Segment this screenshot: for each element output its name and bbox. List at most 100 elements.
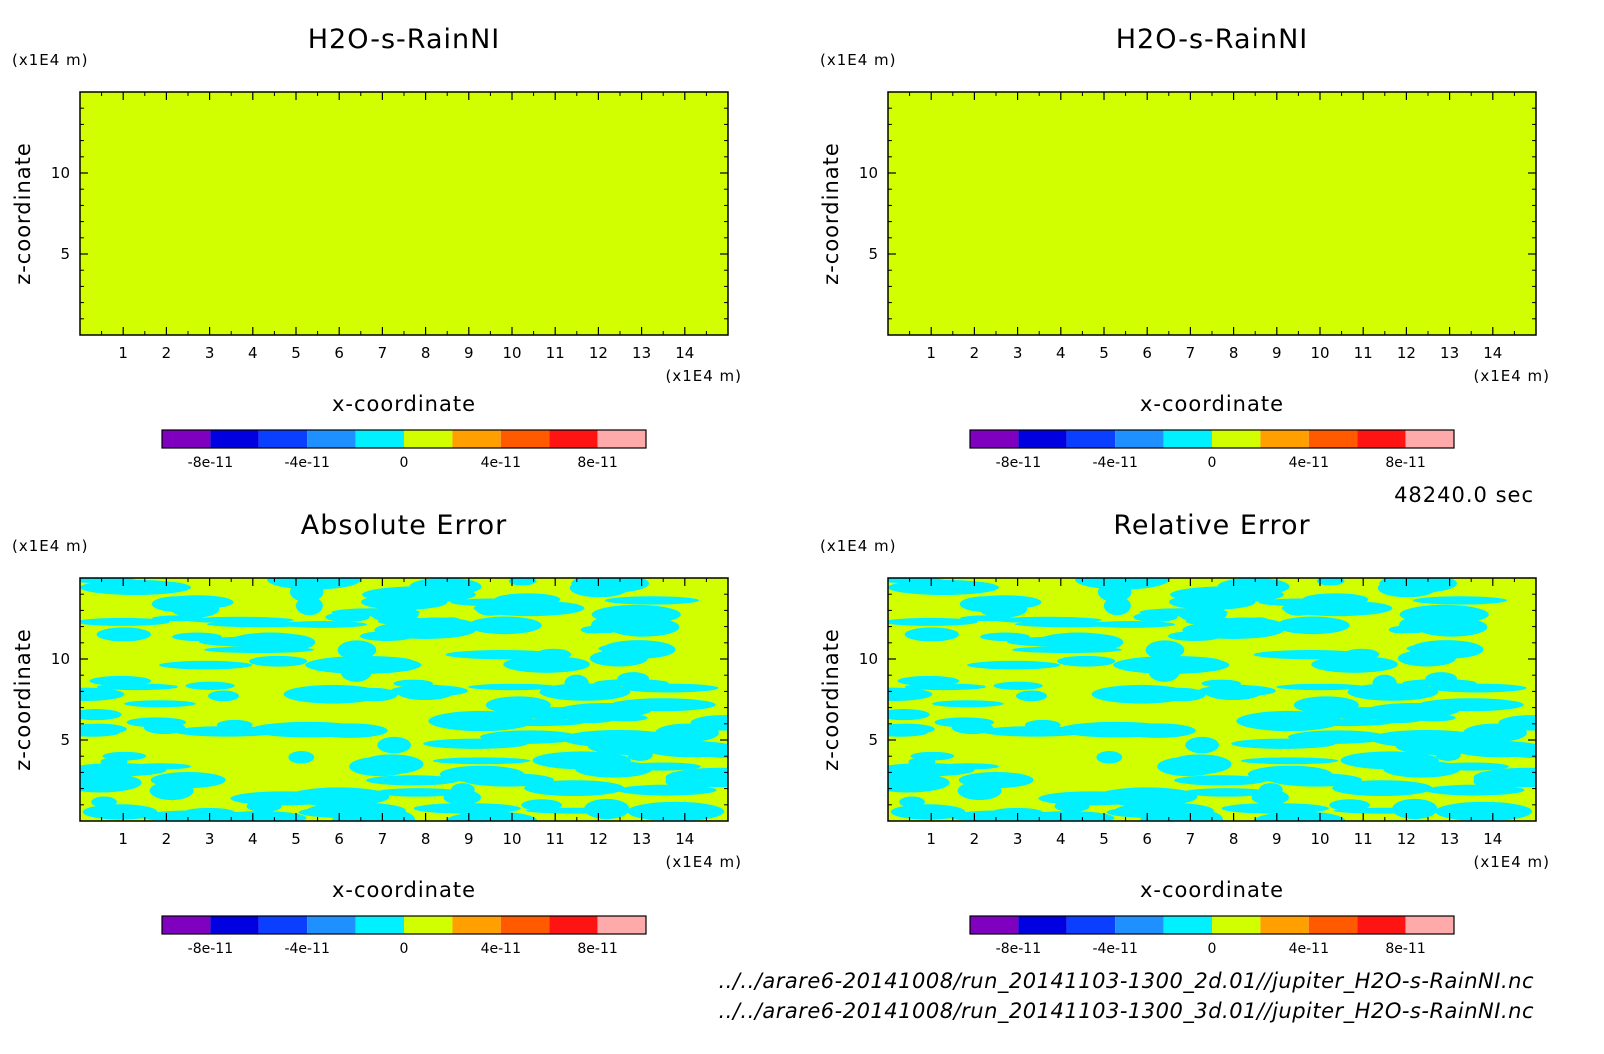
colorbar-swatch <box>1066 916 1116 934</box>
colorbar-swatch <box>597 916 646 934</box>
y-axis-label: z-coordinate <box>819 142 843 285</box>
x-tick-label: 1 <box>926 830 936 848</box>
x-tick-label: 10 <box>1310 830 1329 848</box>
x-tick-label: 7 <box>378 830 388 848</box>
error-blob <box>508 578 537 586</box>
error-blob <box>594 679 669 687</box>
error-blob <box>172 632 222 642</box>
x-tick-label: 14 <box>675 830 694 848</box>
x-tick-label: 13 <box>632 830 651 848</box>
x-unit-label: (x1E4 m) <box>1473 853 1550 871</box>
error-blob <box>604 596 700 605</box>
x-tick-label: 13 <box>1440 830 1459 848</box>
x-tick-label: 12 <box>589 830 608 848</box>
x-unit-label: (x1E4 m) <box>665 853 742 871</box>
colorbar-swatch <box>1163 430 1212 448</box>
y-tick-label: 10 <box>51 164 70 182</box>
error-blob <box>1402 679 1477 687</box>
colorbar-label: 0 <box>400 455 409 471</box>
error-blob <box>1253 650 1369 660</box>
colorbar-swatch <box>1163 916 1212 934</box>
x-tick-label: 13 <box>1440 344 1459 362</box>
colorbar-frame <box>969 915 1455 935</box>
error-blob <box>1416 617 1488 637</box>
x-tick-label: 7 <box>1186 344 1196 362</box>
error-blob <box>1140 814 1180 821</box>
x-tick-label: 11 <box>1354 830 1373 848</box>
colorbar: -8e-11 -4e-11 0 4e-11 8e-11 <box>969 915 1455 957</box>
error-blob <box>80 578 136 584</box>
x-tick-label: 12 <box>1397 344 1416 362</box>
colorbar-label: -4e-11 <box>1092 941 1137 957</box>
x-tick-label: 2 <box>970 830 980 848</box>
error-blob <box>340 662 372 682</box>
error-blob <box>1022 811 1115 821</box>
error-blob <box>888 578 944 584</box>
error-blob <box>589 650 648 667</box>
error-blob <box>1174 807 1205 816</box>
error-blob <box>1283 601 1314 616</box>
error-blob <box>80 709 122 721</box>
colorbar-swatch <box>1357 430 1406 448</box>
error-blob <box>267 578 361 590</box>
error-blob <box>1058 721 1175 738</box>
error-blob <box>1217 578 1290 596</box>
error-blob <box>1473 771 1523 791</box>
error-blob <box>80 723 127 735</box>
error-blob <box>958 771 1034 789</box>
error-blob <box>503 655 590 673</box>
error-blob <box>1168 754 1232 775</box>
error-blob <box>980 632 1030 642</box>
error-blob <box>151 596 202 612</box>
y-unit-label: (x1E4 m) <box>12 537 89 555</box>
error-blob <box>587 737 674 756</box>
colorbar-label: -8e-11 <box>996 941 1041 957</box>
error-blob <box>1240 757 1339 765</box>
error-blob <box>1183 788 1271 797</box>
error-blob <box>888 687 933 701</box>
error-blob <box>1145 640 1185 660</box>
error-blob <box>608 617 680 637</box>
error-blob <box>185 681 235 690</box>
error-blob <box>627 801 725 821</box>
x-tick-label: 1 <box>926 344 936 362</box>
x-tick-label: 8 <box>421 830 431 848</box>
panel-title: Absolute Error <box>301 510 507 541</box>
x-tick-label: 10 <box>502 830 521 848</box>
x-tick-label: 3 <box>205 344 215 362</box>
x-tick-label: 9 <box>464 344 474 362</box>
error-blob <box>1174 775 1267 786</box>
colorbar-swatch <box>1212 430 1261 448</box>
error-blob <box>124 700 196 708</box>
colorbar-swatch <box>1115 430 1164 448</box>
file-path-1: ../../arare6-20141008/run_20141103-1300_… <box>719 969 1535 994</box>
colorbar-swatch <box>210 916 259 934</box>
error-blob <box>332 814 372 821</box>
x-tick-label: 7 <box>378 344 388 362</box>
colorbar-swatch <box>1405 916 1454 934</box>
error-blob <box>208 690 239 702</box>
colorbar-swatch <box>597 430 646 448</box>
x-tick-label: 4 <box>248 830 258 848</box>
error-blob <box>366 807 397 816</box>
x-tick-label: 9 <box>464 830 474 848</box>
error-blob <box>1412 714 1456 722</box>
panel-2: H2O-s-RainNI(x1E4 m)1 2 3 4 5 6 7 8 9 10 11 12 13 145… <box>819 24 1549 471</box>
error-blob <box>1463 723 1527 743</box>
error-blob <box>214 811 307 821</box>
x-tick-label: 14 <box>675 344 694 362</box>
error-blob <box>377 736 412 754</box>
error-blob <box>521 799 562 811</box>
error-blob <box>1270 773 1362 787</box>
error-blob <box>1198 685 1276 697</box>
error-blob <box>102 811 154 819</box>
error-blob <box>1016 690 1047 702</box>
colorbar-swatch <box>500 916 550 934</box>
colorbar-swatch <box>1018 916 1067 934</box>
y-tick-label: 10 <box>51 650 70 668</box>
plot-area <box>888 92 1536 335</box>
error-blob <box>1075 578 1169 590</box>
error-blob <box>288 751 315 764</box>
x-axis-label: x-coordinate <box>1140 392 1284 416</box>
error-blob <box>1057 655 1116 667</box>
